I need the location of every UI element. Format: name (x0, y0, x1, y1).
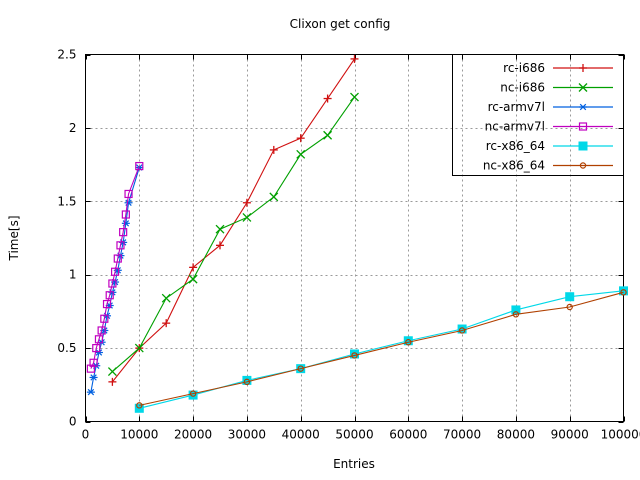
data-point-marker (86, 364, 95, 373)
data-point-marker (116, 241, 125, 250)
x-tick-label: 80000 (497, 428, 535, 442)
legend-label-nc-x86_64: nc-x86_64 (483, 159, 545, 173)
data-point-marker (89, 374, 98, 381)
data-point-marker (113, 254, 122, 263)
data-point-marker (243, 378, 251, 386)
data-point-marker (136, 402, 143, 409)
x-tick-label: 20000 (174, 428, 212, 442)
x-tick-label: 10000 (120, 428, 158, 442)
y-axis-tick-labels: 0 0.5 1 1.5 2 2.5 (57, 48, 76, 429)
y-tick-label: 2.5 (57, 48, 76, 62)
data-point-marker (566, 303, 573, 311)
data-point-marker (162, 319, 171, 328)
x-tick-label: 50000 (335, 428, 373, 442)
data-point-marker (108, 279, 117, 288)
data-point-marker (216, 241, 224, 250)
data-point-marker (511, 305, 521, 315)
data-point-marker (565, 292, 575, 302)
data-point-marker (269, 145, 278, 154)
x-tick-label: 30000 (228, 428, 266, 442)
data-point-marker (108, 377, 117, 386)
data-point-marker (105, 291, 114, 300)
data-point-marker (578, 141, 588, 151)
data-point-marker (121, 210, 130, 219)
data-point-marker (579, 103, 587, 111)
tick-marks (85, 54, 625, 423)
series-nc-armv7l (86, 161, 144, 373)
y-tick-label: 0.5 (57, 341, 76, 355)
data-point-marker (323, 130, 333, 140)
data-point-marker (97, 326, 106, 335)
data-point-marker (89, 358, 98, 367)
x-tick-label: 0 (82, 428, 90, 442)
page-title: Clixon get config (290, 17, 391, 31)
data-point-marker (189, 390, 197, 397)
data-point-marker (189, 263, 198, 272)
data-point-marker (161, 293, 171, 303)
gridlines (85, 54, 624, 422)
data-point-marker (578, 122, 588, 131)
data-point-marker (100, 314, 109, 323)
legend-label-rc-i686: rc-i686 (503, 61, 545, 75)
data-point-marker (110, 267, 120, 276)
y-tick-label: 2 (69, 121, 77, 135)
series-rc-i686 (108, 54, 359, 386)
x-tick-label: 60000 (389, 428, 427, 442)
data-point-marker (297, 365, 304, 372)
x-axis-tick-labels: 0 10000 20000 30000 40000 50000 60000 70000 8000… (82, 428, 640, 442)
data-point-marker (296, 134, 305, 143)
data-point-marker (350, 92, 359, 102)
data-point-marker (579, 162, 587, 169)
data-point-marker (296, 149, 306, 159)
series-nc-i686 (107, 92, 359, 377)
data-point-marker (242, 198, 251, 207)
data-point-marker (242, 212, 252, 222)
data-point-marker (86, 388, 95, 396)
data-point-marker (215, 224, 225, 234)
data-point-marker (578, 83, 588, 92)
legend-label-rc-armv7l: rc-armv7l (488, 100, 545, 114)
series-nc-x86_64 (136, 289, 627, 409)
y-tick-label: 1 (69, 268, 77, 282)
data-point-marker (102, 299, 112, 309)
data-point-marker (124, 189, 133, 199)
y-tick-label: 1.5 (57, 194, 76, 208)
data-point-marker (350, 54, 359, 63)
data-point-marker (135, 161, 144, 171)
data-point-marker (94, 335, 104, 344)
plot-frame (85, 54, 624, 422)
legend-label-rc-x86_64: rc-x86_64 (486, 139, 545, 153)
legend-label-nc-i686: nc-i686 (500, 81, 545, 95)
data-point-marker (351, 352, 358, 359)
x-tick-label: 70000 (443, 428, 481, 442)
data-point-marker (188, 274, 198, 284)
x-axis-label: Entries (333, 457, 375, 471)
y-tick-label: 0 (69, 415, 77, 429)
x-tick-label: 40000 (282, 428, 320, 442)
data-point-marker (405, 339, 412, 346)
x-tick-label: 90000 (551, 428, 589, 442)
y-axis-label: Time[s] (7, 216, 21, 262)
data-point-marker (92, 344, 101, 353)
data-point-marker (134, 343, 144, 353)
data-point-marker (269, 192, 279, 202)
data-point-marker (458, 327, 466, 334)
data-series-layer (86, 54, 628, 413)
data-point-marker (620, 289, 627, 296)
data-point-marker (94, 349, 103, 356)
legend-label-nc-armv7l: nc-armv7l (485, 120, 545, 134)
data-point-marker (119, 228, 128, 237)
data-point-marker (579, 64, 587, 72)
chart-legend: rc-i686 nc-i686 rc-armv7l nc-armv7l rc-x86_6… (452, 54, 624, 176)
data-point-marker (107, 367, 117, 377)
data-point-marker (323, 94, 332, 103)
data-point-marker (512, 311, 520, 318)
